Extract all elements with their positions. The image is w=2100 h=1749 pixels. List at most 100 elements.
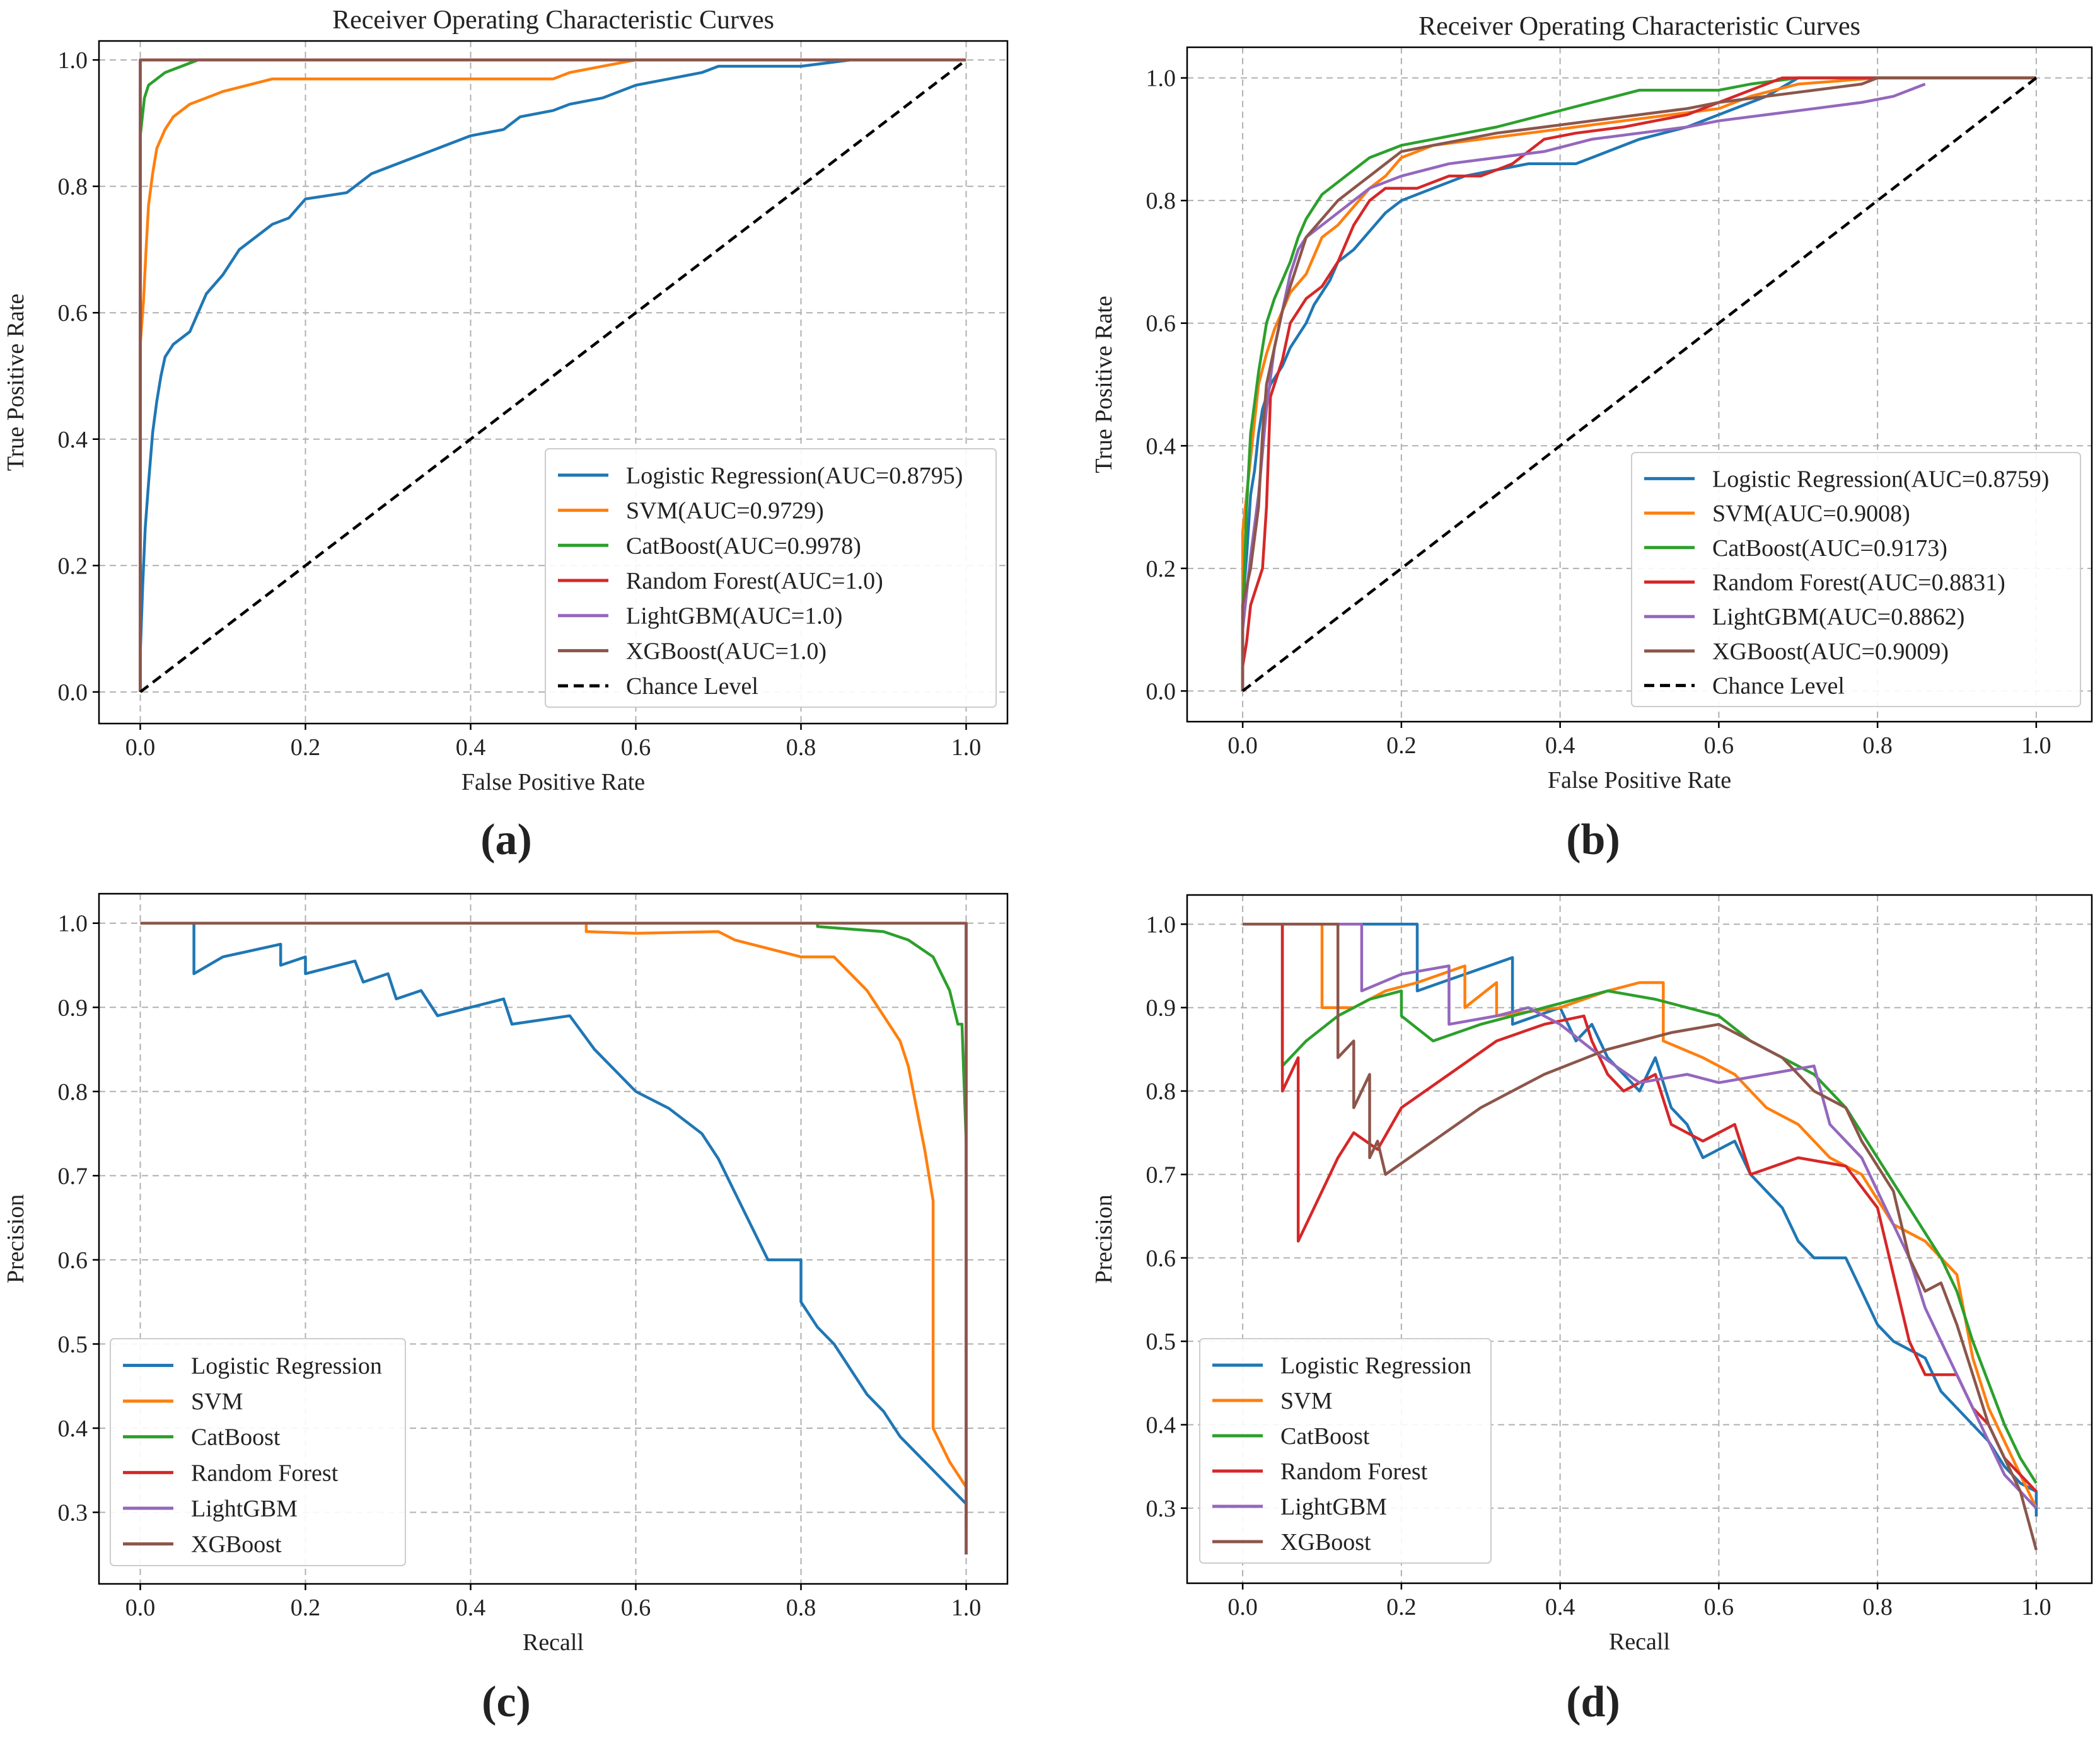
x-tick-label: 0.0: [125, 1595, 156, 1621]
legend-label: LightGBM(AUC=1.0): [626, 603, 842, 630]
legend-label: LightGBM: [1280, 1494, 1387, 1520]
legend-box: [1631, 452, 2081, 707]
x-tick-label: 0.4: [1545, 1594, 1575, 1620]
legend-label: LightGBM(AUC=0.8862): [1712, 604, 1964, 630]
legend: Logistic Regression SVM CatBoost Random For…: [1199, 1338, 1492, 1564]
x-tick-label: 0.8: [1862, 1594, 1893, 1620]
legend-label: LightGBM: [191, 1496, 298, 1522]
x-tick-label: 0.2: [1386, 732, 1417, 759]
legend-label: SVM: [1280, 1388, 1332, 1414]
y-tick-label: 0.9: [58, 995, 88, 1021]
x-tick-label: 0.8: [786, 734, 816, 761]
series-line-logistic-regression: [139, 58, 851, 692]
legend-box: [545, 448, 997, 708]
legend-label: Chance Level: [1712, 673, 1845, 700]
legend-label: Random Forest: [191, 1460, 339, 1486]
y-tick-label: 0.8: [1146, 188, 1176, 214]
series-group: [139, 58, 967, 693]
x-tick-label: 0.2: [1386, 1594, 1417, 1620]
chart-title: Receiver Operating Characteristic Curves: [1418, 12, 1860, 41]
y-tick-label: 0.4: [58, 427, 88, 453]
y-tick-label: 1.0: [58, 47, 88, 74]
series-line-random-forest: [1241, 76, 2036, 691]
series-line-svm: [584, 923, 968, 1488]
y-tick-label: 0.7: [1146, 1162, 1176, 1188]
x-tick-label: 0.4: [456, 1595, 486, 1621]
plot-frame: [98, 40, 1009, 725]
legend-box: [1199, 1338, 1492, 1564]
chart-title: Receiver Operating Characteristic Curves: [332, 6, 774, 35]
y-tick-label: 0.9: [1146, 995, 1176, 1022]
x-tick-label: 0.2: [291, 734, 321, 761]
x-tick-label: 0.6: [1704, 732, 1734, 759]
y-tick-label: 0.4: [58, 1416, 88, 1442]
y-tick-label: 0.5: [58, 1331, 88, 1358]
panel-label: (a): [480, 816, 532, 864]
x-tick-label: 1.0: [2021, 1594, 2051, 1620]
legend-label: Logistic Regression: [1280, 1353, 1471, 1379]
x-tick-label: 0.6: [621, 1595, 651, 1621]
x-tick-label: 0.0: [1227, 732, 1258, 759]
x-axis-label: False Positive Rate: [461, 769, 645, 795]
x-tick-label: 1.0: [951, 734, 982, 761]
legend-label: CatBoost(AUC=0.9978): [626, 533, 861, 559]
x-tick-label: 0.0: [1227, 1594, 1258, 1620]
x-tick-label: 0.8: [1862, 732, 1893, 759]
y-axis-label: Precision: [3, 1194, 29, 1283]
legend-label: SVM(AUC=0.9008): [1712, 500, 1910, 527]
x-tick-label: 0.4: [456, 734, 486, 761]
y-tick-label: 0.2: [1146, 556, 1176, 582]
legend-label: SVM: [191, 1388, 243, 1415]
series-line-lightgbm: [1243, 923, 2038, 1509]
y-tick-label: 0.7: [58, 1163, 88, 1189]
panel-a: 0.0 0.2 0.4 0.6 0.8 1.0 0.0 0.2 0.4 0.6 0.8 1.0 Fals…: [3, 6, 1009, 864]
y-tick-label: 1.0: [1146, 911, 1176, 938]
y-tick-label: 0.0: [58, 679, 88, 706]
x-tick-label: 0.6: [621, 734, 651, 761]
legend: Logistic Regression SVM CatBoost Random For…: [110, 1338, 406, 1566]
legend-label: Random Forest(AUC=1.0): [626, 568, 883, 594]
plot-frame: [1186, 46, 2093, 723]
series-line-xgboost: [1243, 923, 2038, 1550]
y-axis-label: Precision: [1091, 1194, 1117, 1283]
legend-label: CatBoost: [191, 1424, 281, 1451]
legend: Logistic Regression(AUC=0.8759) SVM(AUC=0…: [1631, 452, 2081, 707]
panel-label: (c): [482, 1678, 531, 1726]
series-line-svm: [1241, 76, 2036, 691]
series-line-xgboost: [1241, 76, 2036, 691]
y-tick-label: 0.5: [1146, 1329, 1176, 1355]
legend-label: Random Forest(AUC=0.8831): [1712, 570, 2005, 596]
legend-label: Logistic Regression(AUC=0.8795): [626, 463, 963, 489]
legend-label: XGBoost: [191, 1532, 282, 1558]
legend: Logistic Regression(AUC=0.8795) SVM(AUC=0…: [545, 448, 997, 708]
series-line-xgboost: [140, 921, 968, 1555]
x-tick-label: 0.4: [1545, 732, 1575, 759]
y-tick-label: 0.3: [1146, 1496, 1176, 1522]
x-tick-label: 1.0: [951, 1595, 982, 1621]
y-tick-label: 0.6: [58, 300, 88, 326]
x-axis-label: False Positive Rate: [1548, 767, 1731, 794]
y-tick-label: 0.6: [1146, 1245, 1176, 1272]
x-tick-label: 0.6: [1704, 1594, 1734, 1620]
y-tick-label: 0.3: [58, 1499, 88, 1526]
legend-label: CatBoost: [1280, 1423, 1370, 1450]
legend-box: [110, 1338, 406, 1566]
y-axis-label: True Positive Rate: [3, 294, 29, 471]
y-tick-label: 0.6: [58, 1247, 88, 1274]
legend-label: XGBoost: [1280, 1529, 1371, 1556]
y-tick-label: 0.8: [58, 174, 88, 200]
series-group: [1241, 76, 2038, 693]
y-tick-label: 0.6: [1146, 311, 1176, 337]
legend-label: XGBoost(AUC=0.9009): [1712, 638, 1949, 665]
x-tick-label: 0.0: [125, 734, 156, 761]
legend-label: Logistic Regression: [191, 1353, 382, 1379]
panel-label: (b): [1566, 816, 1620, 864]
x-tick-label: 1.0: [2021, 732, 2051, 759]
y-tick-label: 1.0: [58, 911, 88, 937]
x-tick-label: 0.2: [291, 1595, 321, 1621]
x-axis-label: Recall: [1609, 1629, 1670, 1655]
x-tick-label: 0.8: [786, 1595, 816, 1621]
y-tick-label: 0.0: [1146, 678, 1176, 705]
plot-frame: [98, 892, 1009, 1585]
y-tick-label: 1.0: [1146, 66, 1176, 92]
